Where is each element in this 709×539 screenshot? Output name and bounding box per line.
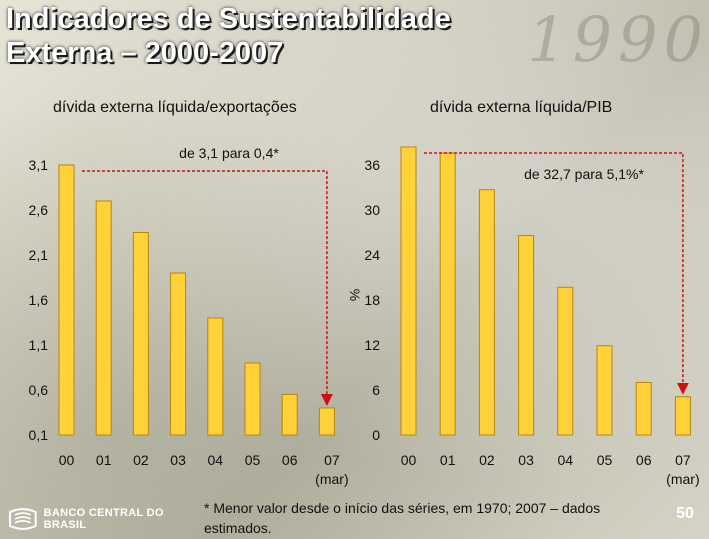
right-x-tick-label: 01 — [440, 452, 456, 468]
left-x-tick-label: 05 — [245, 452, 261, 468]
footnote: * Menor valor desde o início das séries,… — [204, 500, 601, 536]
right-y-tick-label: 30 — [364, 202, 380, 218]
right-x-tick-label: 05 — [597, 452, 613, 468]
slide-title-line2: Externa – 2000-2007 — [6, 37, 284, 69]
left-y-tick-label: 2,6 — [29, 202, 49, 218]
right-y-axis-unit: % — [347, 289, 363, 301]
right-y-tick-label: 36 — [364, 157, 380, 173]
left-x-tick-label: 00 — [59, 452, 75, 468]
bank-name: BANCO CENTRAL DO BRASIL — [43, 507, 164, 531]
right-y-tick-label: 6 — [372, 382, 380, 398]
right-x-tick-label: 02 — [479, 452, 495, 468]
left-x-tick-label: 03 — [170, 452, 186, 468]
left-y-tick-label: 1,6 — [29, 292, 49, 308]
right-x-tick-sublabel: (mar) — [666, 471, 699, 487]
left-x-tick-label: 07 — [324, 452, 340, 468]
slide-title-line1: Indicadores de Sustentabilidade — [6, 3, 451, 35]
left-bar — [281, 394, 298, 436]
right-bar — [557, 286, 574, 436]
left-bar — [132, 232, 149, 436]
right-y-tick-label: 24 — [364, 247, 380, 263]
left-bar — [207, 317, 224, 436]
right-x-tick-label: 00 — [401, 452, 417, 468]
right-bar — [400, 146, 417, 436]
left-chart-title: dívida externa líquida/exportações — [53, 99, 297, 116]
right-bar — [478, 189, 495, 436]
left-x-tick-label: 04 — [208, 452, 224, 468]
left-bar — [170, 272, 187, 436]
left-x-tick-label: 02 — [133, 452, 149, 468]
right-y-tick-label: 18 — [364, 292, 380, 308]
right-y-tick-label: 12 — [364, 337, 380, 353]
right-bar — [596, 345, 613, 436]
right-y-tick-label: 0 — [372, 427, 380, 443]
right-bar — [518, 235, 535, 436]
right-annotation: de 32,7 para 5,1%* — [524, 166, 644, 182]
bank-emblem-icon — [8, 508, 37, 530]
left-bar — [95, 200, 112, 436]
left-x-tick-label: 06 — [282, 452, 298, 468]
right-bar — [635, 382, 652, 436]
right-chart-title: dívida externa líquida/PIB — [430, 99, 613, 116]
right-x-tick-label: 07 — [675, 452, 691, 468]
left-bar — [58, 164, 75, 436]
left-bar — [318, 407, 335, 436]
left-x-tick-sublabel: (mar) — [315, 471, 348, 487]
left-x-tick-label: 01 — [96, 452, 112, 468]
right-x-tick-label: 06 — [636, 452, 652, 468]
background-banknote-number: 1990 — [527, 3, 709, 76]
right-x-tick-label: 04 — [558, 452, 574, 468]
left-y-tick-label: 3,1 — [29, 157, 49, 173]
left-y-tick-label: 0,6 — [29, 382, 49, 398]
page-number: 50 — [676, 505, 694, 522]
left-y-tick-label: 0,1 — [29, 427, 49, 443]
left-reduction-arrow — [82, 170, 333, 406]
right-bar — [439, 152, 456, 436]
left-y-tick-label: 1,1 — [29, 337, 49, 353]
left-annotation: de 3,1 para 0,4* — [179, 145, 279, 161]
right-x-tick-label: 03 — [518, 452, 534, 468]
bank-logo: BANCO CENTRAL DO BRASIL — [8, 504, 208, 534]
right-bar — [674, 396, 691, 436]
left-y-tick-label: 2,1 — [29, 247, 49, 263]
slide-title: Indicadores de Sustentabilidade Externa … — [6, 2, 451, 70]
right-reduction-arrow — [424, 152, 689, 395]
left-bar — [244, 362, 261, 436]
